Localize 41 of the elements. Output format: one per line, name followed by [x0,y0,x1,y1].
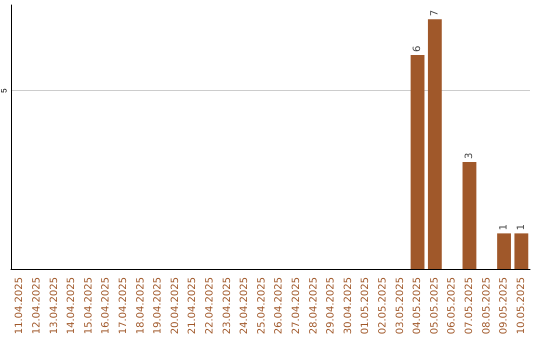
bar [462,162,476,269]
x-tick-label: 13.04.2025 [48,277,60,334]
x-tick-label: 16.04.2025 [100,277,112,334]
bar [497,233,511,269]
x-tick-label: 27.04.2025 [290,277,302,334]
x-tick-label: 17.04.2025 [118,277,129,334]
x-tick-label: 30.04.2025 [342,277,354,334]
x-tick-label: 05.05.2025 [429,277,440,334]
x-tick-label: 06.05.2025 [446,277,458,334]
x-tick-label: 02.05.2025 [377,277,388,334]
x-tick-label: 03.05.2025 [394,277,406,334]
data-label: 1 [516,224,527,230]
x-tick-label: 29.04.2025 [326,277,337,334]
x-tick-label: 12.04.2025 [31,277,42,334]
x-tick-label: 08.05.2025 [481,277,492,334]
x-tick-label: 07.05.2025 [464,277,475,334]
data-label: 6 [412,46,424,52]
y-tick-label: 5 [0,88,8,93]
bar [428,19,442,269]
x-tick-label: 23.04.2025 [222,277,233,334]
x-tick-label: 01.05.2025 [360,277,372,334]
x-tick-label: 19.04.2025 [152,277,164,334]
x-tick-label: 28.04.2025 [308,277,320,334]
x-tick-label: 09.05.2025 [498,277,510,334]
x-tick-label: 20.04.2025 [170,277,181,334]
x-tick-label: 24.04.2025 [239,277,250,334]
x-tick-label: 15.04.2025 [83,277,94,334]
x-tick-label: 14.04.2025 [66,277,78,334]
x-tick-label: 11.04.2025 [14,277,26,334]
bar [514,233,528,269]
data-label: 1 [498,224,510,230]
x-tick-label: 10.05.2025 [516,277,527,334]
x-tick-label: 25.04.2025 [256,277,268,334]
x-tick-label: 26.04.2025 [274,277,285,334]
x-tick-label: 04.05.2025 [412,277,424,334]
x-tick-label: 18.04.2025 [135,277,146,334]
x-tick-label: 22.04.2025 [204,277,216,334]
x-tick-label: 21.04.2025 [187,277,198,334]
data-label: 7 [429,10,440,16]
bar [410,54,424,269]
data-label: 3 [464,152,475,159]
